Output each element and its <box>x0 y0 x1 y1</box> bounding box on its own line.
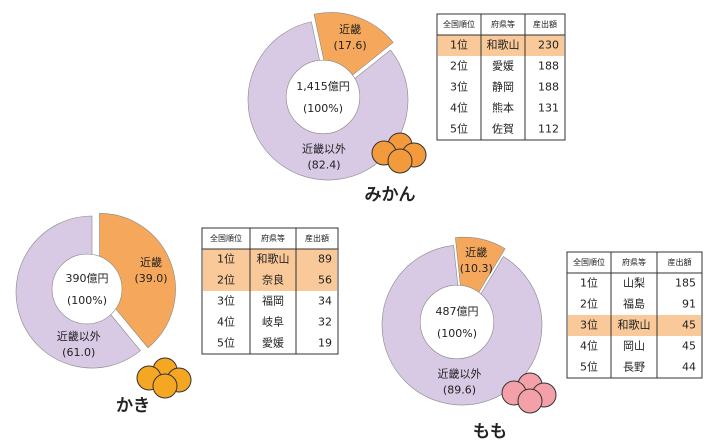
table-cell: 長野 <box>623 361 645 374</box>
table-cell: 112 <box>538 123 559 136</box>
table-cell: 愛媛 <box>262 336 284 350</box>
slice-label: 近畿 <box>339 22 361 36</box>
table-cell: 静岡 <box>492 80 514 94</box>
fruit-icon <box>517 388 543 414</box>
table-cell: 佐賀 <box>492 122 514 136</box>
table-header: 産出額 <box>305 233 329 243</box>
slice-value: (89.6) <box>443 384 476 397</box>
table-cell: 44 <box>682 361 696 374</box>
table-highlight <box>438 35 564 56</box>
table-cell: 和歌山 <box>257 252 290 266</box>
table-cell: 和歌山 <box>618 318 651 332</box>
center-label: 390億円 <box>66 272 109 285</box>
table-cell: 2位 <box>580 297 598 311</box>
fruit-icon <box>387 148 413 174</box>
table-cell: 1位 <box>217 252 235 266</box>
table-header: 府県等 <box>491 19 515 29</box>
table-cell: 2位 <box>450 59 468 73</box>
table-cell: 188 <box>538 81 559 94</box>
table-cell: 5位 <box>580 360 598 374</box>
table-header: 全国順位 <box>210 233 242 243</box>
table-header: 府県等 <box>622 257 646 267</box>
slice-value: (61.0) <box>62 346 95 359</box>
slice-value: (82.4) <box>308 158 341 171</box>
table-cell: 19 <box>318 337 332 350</box>
slice-label: 近畿以外 <box>437 367 481 381</box>
slice-label: 近畿以外 <box>57 329 101 343</box>
table-cell: 45 <box>682 319 696 332</box>
table-cell: 45 <box>682 340 696 353</box>
center-label: 1,415億円 <box>296 80 350 93</box>
table-header: 産出額 <box>668 257 692 267</box>
slice-value: (10.3) <box>460 262 493 275</box>
table-cell: 熊本 <box>492 101 514 115</box>
table-cell: 1位 <box>580 276 598 290</box>
center-sublabel: (100%) <box>437 327 477 340</box>
table-cell: 1位 <box>450 38 468 52</box>
table-cell: 福島 <box>623 297 645 311</box>
slice-value: (39.0) <box>134 272 167 285</box>
table-cell: 福岡 <box>262 294 284 308</box>
table-cell: 185 <box>675 277 696 290</box>
pie-slice <box>99 212 176 349</box>
table-cell: 34 <box>318 295 332 308</box>
table-cell: 4位 <box>580 339 598 353</box>
table-cell: 2位 <box>217 273 235 287</box>
table-cell: 91 <box>682 298 696 311</box>
table-cell: 愛媛 <box>492 59 514 73</box>
center-sublabel: (100%) <box>303 102 343 115</box>
table-cell: 131 <box>538 102 559 115</box>
table-cell: 4位 <box>450 101 468 115</box>
slice-label: 近畿以外 <box>302 141 346 155</box>
table-header: 府県等 <box>261 233 285 243</box>
table-cell: 89 <box>318 253 332 266</box>
table-header: 産出額 <box>533 19 557 29</box>
table-cell: 山梨 <box>623 276 645 290</box>
table-cell: 3位 <box>580 318 598 332</box>
table-cell: 5位 <box>450 122 468 136</box>
table-cell: 岡山 <box>623 340 645 353</box>
table-cell: 奈良 <box>262 273 284 287</box>
center-hole <box>51 253 123 325</box>
center-sublabel: (100%) <box>67 294 107 307</box>
table-cell: 56 <box>318 274 332 287</box>
table-cell: 5位 <box>217 336 235 350</box>
table-header: 全国順位 <box>573 257 605 267</box>
center-hole <box>285 59 361 135</box>
table-frame <box>436 13 566 141</box>
table-highlight <box>203 249 337 270</box>
chart-title: みかん <box>365 185 416 205</box>
chart-title: もも <box>473 422 507 442</box>
chart-title: かき <box>116 396 150 416</box>
slice-label: 近畿 <box>465 245 487 259</box>
table-cell: 230 <box>538 39 559 52</box>
table-header: 全国順位 <box>443 19 475 29</box>
table-cell: 32 <box>318 316 332 329</box>
center-hole <box>419 284 495 360</box>
table-cell: 3位 <box>450 80 468 94</box>
table-cell: 188 <box>538 60 559 73</box>
slice-label: 近畿 <box>140 255 162 269</box>
center-label: 487億円 <box>436 305 479 318</box>
table-cell: 3位 <box>217 294 235 308</box>
table-highlight <box>203 270 337 291</box>
table-cell: 岐阜 <box>262 316 284 329</box>
fruit-icon <box>152 373 178 399</box>
slice-value: (17.6) <box>334 39 367 52</box>
table-cell: 4位 <box>217 315 235 329</box>
table-highlight <box>568 315 701 336</box>
table-cell: 和歌山 <box>487 38 520 52</box>
